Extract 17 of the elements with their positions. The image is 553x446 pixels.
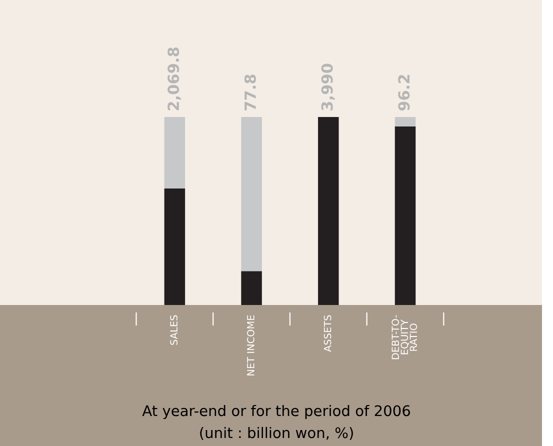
text: (unit : billion won, %) — [200, 426, 353, 440]
text: At year-end or for the period of 2006 — [142, 404, 410, 420]
annotation: 77.8 — [244, 74, 256, 110]
bar — [164, 117, 186, 188]
annotation: 2,069.8 — [168, 48, 182, 110]
x-tick-label: NET INCOME — [247, 315, 254, 376]
bar — [164, 188, 186, 305]
bar — [241, 271, 262, 305]
annotation: 3,990 — [321, 64, 335, 110]
bar — [394, 126, 416, 305]
x-tick-label: DEBT-TO- EQUITY RATIO — [392, 315, 418, 360]
bar — [318, 117, 339, 305]
bar — [241, 117, 262, 272]
bar — [394, 117, 416, 126]
x-tick-label: SALES — [170, 315, 178, 345]
x-tick-label: ASSETS — [324, 315, 332, 352]
annotation: 96.2 — [398, 74, 410, 111]
